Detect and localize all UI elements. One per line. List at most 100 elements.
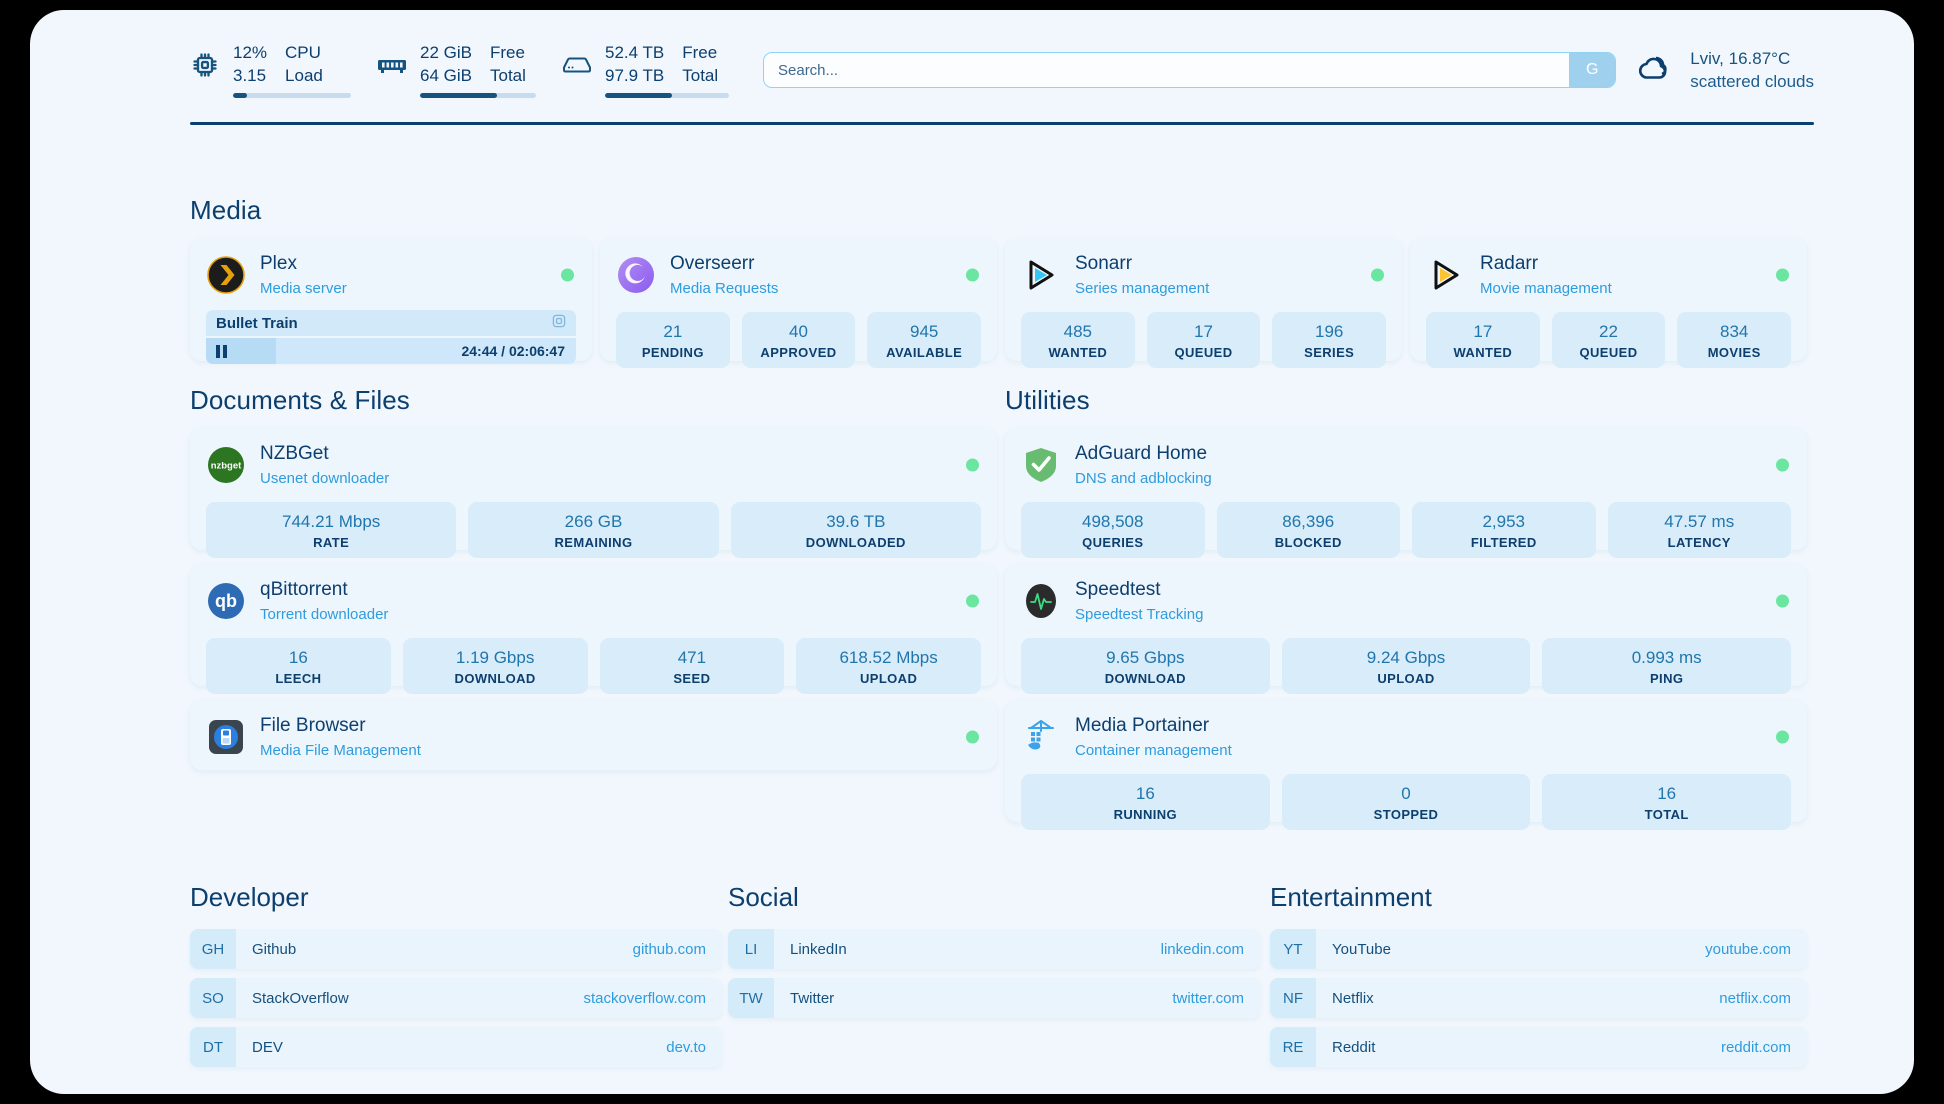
bookmark-item[interactable]: SO StackOverflow stackoverflow.com — [190, 978, 722, 1018]
service-description: Torrent downloader — [260, 605, 389, 623]
service-name: Plex — [260, 252, 297, 274]
bookmark-item[interactable]: TW Twitter twitter.com — [728, 978, 1260, 1018]
ram-icon — [377, 48, 407, 82]
service-description: Container management — [1075, 741, 1232, 759]
header-divider — [190, 122, 1814, 125]
service-description: Media server — [260, 279, 347, 297]
stat-tile: 86,396 BLOCKED — [1216, 502, 1400, 559]
bookmark-item[interactable]: NF Netflix netflix.com — [1270, 978, 1807, 1018]
disk-icon — [562, 48, 592, 82]
service-card-qbittorrent[interactable]: qb qBittorrent Torrent downloader 16 LEE… — [190, 564, 997, 695]
cloud-icon — [1634, 52, 1676, 89]
plex-icon — [206, 255, 246, 295]
plex-progress-bar[interactable]: 24:44 / 02:06:47 — [206, 338, 576, 364]
stat-label: REMAINING — [554, 535, 633, 551]
stat-value: 17 — [1194, 322, 1213, 341]
stat-label: SERIES — [1304, 345, 1355, 361]
stat-label: DOWNLOADED — [805, 535, 906, 551]
service-description: Media File Management — [260, 741, 421, 759]
stat-value: 21 — [663, 322, 683, 341]
stat-value: 266 GB — [564, 512, 623, 531]
stat-value: 498,508 — [1082, 512, 1144, 531]
bookmark-item[interactable]: DT DEV dev.to — [190, 1027, 722, 1067]
bookmark-abbr: YT — [1270, 929, 1316, 969]
pause-icon[interactable] — [216, 344, 227, 358]
stat-label: QUERIES — [1082, 535, 1144, 551]
bookmark-abbr: GH — [190, 929, 236, 969]
bookmark-abbr: SO — [190, 978, 236, 1018]
bookmark-name: Reddit — [1332, 1038, 1376, 1056]
stat-tile: 266 GB REMAINING — [468, 502, 719, 559]
stat-value: 945 — [909, 322, 939, 341]
service-card-speedtest[interactable]: Speedtest Speedtest Tracking 9.65 Gbps D… — [1005, 564, 1807, 695]
service-card-overseerr[interactable]: Overseerr Media Requests 21 PENDING 40 A… — [600, 238, 997, 369]
weather-location-temp: Lviv, 16.87°C — [1690, 48, 1791, 68]
section-title-documents: Documents & Files — [190, 385, 410, 415]
service-card-plex[interactable]: Plex Media server Bullet Train 24:44 / 0… — [190, 238, 592, 364]
status-indicator — [1776, 730, 1789, 744]
stat-label: LEECH — [275, 671, 322, 687]
plex-now-playing: Bullet Train — [206, 310, 576, 336]
service-description: Series management — [1075, 279, 1210, 297]
stat-value: 16 — [1135, 784, 1155, 803]
bookmark-item[interactable]: LI LinkedIn linkedin.com — [728, 929, 1260, 969]
bookmark-group-title: Entertainment — [1270, 882, 1432, 912]
speedtest-icon — [1021, 581, 1061, 621]
stat-cpu: 12% 3.15 CPU Load — [190, 42, 351, 98]
bookmark-url: dev.to — [666, 1038, 706, 1056]
stat-value: 16 — [288, 648, 308, 667]
search-bar[interactable]: G — [763, 52, 1617, 88]
header-bar: 12% 3.15 CPU Load — [190, 36, 1814, 104]
bookmark-name: Netflix — [1332, 989, 1374, 1007]
status-indicator — [966, 594, 979, 608]
memory-label-free: Free — [489, 43, 525, 63]
stat-value: 47.57 ms — [1664, 512, 1735, 531]
bookmark-item[interactable]: GH Github github.com — [190, 929, 722, 969]
stat-tile: 471 SEED — [599, 638, 785, 695]
service-card-radarr[interactable]: Radarr Movie management 17 WANTED 22 QUE… — [1410, 238, 1807, 369]
bookmark-item[interactable]: YT YouTube youtube.com — [1270, 929, 1807, 969]
cpu-icon — [190, 48, 220, 82]
bookmark-url: youtube.com — [1705, 940, 1791, 958]
service-name: Sonarr — [1075, 252, 1133, 274]
playback-time: 24:44 / 02:06:47 — [461, 343, 565, 359]
stat-label: QUEUED — [1174, 345, 1233, 361]
cast-icon[interactable] — [552, 314, 566, 333]
bookmark-group-title: Developer — [190, 882, 309, 912]
stat-tile: 21 PENDING — [616, 312, 730, 369]
stat-label: UPLOAD — [1377, 671, 1435, 687]
service-name: Overseerr — [670, 252, 755, 274]
cpu-label-bottom: Load — [285, 66, 323, 85]
search-engine-button[interactable]: G — [1569, 53, 1616, 87]
service-card-sonarr[interactable]: Sonarr Series management 485 WANTED 17 Q… — [1005, 238, 1402, 369]
stat-tile: 17 QUEUED — [1146, 312, 1261, 369]
stat-tile: 834 MOVIES — [1677, 312, 1792, 369]
service-name: Radarr — [1480, 252, 1539, 274]
service-card-media-portainer[interactable]: Media Portainer Container management 16 … — [1005, 700, 1807, 831]
service-card-nzbget[interactable]: nzbget NZBGet Usenet downloader 744.21 M… — [190, 428, 997, 559]
stat-label: DOWNLOAD — [1104, 671, 1186, 687]
stat-label: WANTED — [1453, 345, 1513, 361]
nzbget-icon: nzbget — [206, 445, 246, 485]
stat-tile: 498,508 QUERIES — [1021, 502, 1205, 559]
cpu-usage-value: 12% — [233, 43, 268, 63]
weather-widget[interactable]: Lviv, 16.87°C scattered clouds — [1634, 47, 1814, 94]
qbittorrent-icon: qb — [206, 581, 246, 621]
search-input[interactable] — [764, 53, 1570, 87]
service-card-adguard-home[interactable]: AdGuard Home DNS and adblocking 498,508 … — [1005, 428, 1807, 559]
stat-value: 1.19 Gbps — [455, 648, 535, 667]
bookmark-item[interactable]: RE Reddit reddit.com — [1270, 1027, 1807, 1067]
service-card-file-browser[interactable]: File Browser Media File Management — [190, 700, 997, 770]
bookmark-abbr: DT — [190, 1027, 236, 1067]
disk-total-value: 97.9 TB — [605, 66, 665, 85]
status-indicator — [966, 268, 979, 282]
stat-tile: 0 STOPPED — [1281, 774, 1531, 831]
bookmark-abbr: TW — [728, 978, 774, 1018]
stat-disk: 52.4 TB 97.9 TB Free Total — [562, 42, 729, 98]
stat-value: 16 — [1657, 784, 1677, 803]
service-description: Media Requests — [670, 279, 779, 297]
stat-value: 485 — [1063, 322, 1093, 341]
stat-tile: 2,953 FILTERED — [1412, 502, 1596, 559]
stat-tile: 22 QUEUED — [1551, 312, 1666, 369]
sonarr-icon — [1021, 255, 1061, 295]
